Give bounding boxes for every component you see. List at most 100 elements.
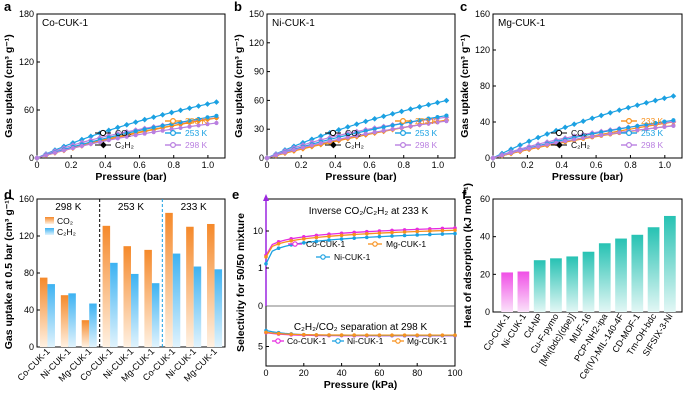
legend-gas-label: C₂H₂ <box>571 140 590 150</box>
series-line-lower <box>265 331 456 336</box>
y-tick-label: 160 <box>475 9 490 19</box>
data-point-C2H2 <box>105 127 112 134</box>
data-point-CO2 <box>435 120 440 125</box>
legend-label: Co-CUK-1 <box>306 239 345 249</box>
data-point-lower <box>402 333 407 337</box>
legend-marker-circle <box>329 129 337 137</box>
y-tick-label: 80 <box>480 81 490 91</box>
data-point-upper <box>377 234 382 239</box>
data-point-CO2 <box>345 135 350 140</box>
data-point-CO2 <box>106 138 111 143</box>
data-point-CO2 <box>309 143 314 148</box>
data-point-C2H2 <box>335 127 342 133</box>
data-point-C2H2 <box>526 138 532 145</box>
data-point-upper <box>302 241 306 245</box>
y-tick-label: 0 <box>258 301 263 311</box>
data-point-C2H2 <box>517 142 523 148</box>
data-point-CO2 <box>390 127 395 132</box>
data-point-CO2 <box>187 124 192 129</box>
panel-c: c 0 0.2 0.4 0.6 0.8 1.0 0 40 80 120 160 Pressure (ba… <box>459 0 683 183</box>
data-point-CO2 <box>88 141 93 147</box>
data-point-CO2 <box>133 133 138 138</box>
bar-heat <box>631 234 644 312</box>
data-point-upper <box>428 232 432 237</box>
data-point-CO2 <box>327 139 332 144</box>
data-point-CO2 <box>115 133 120 138</box>
data-point-CO2 <box>318 141 323 146</box>
bar-co2 <box>102 225 111 347</box>
data-point-C2H2 <box>213 99 220 105</box>
y-tick-label: 160 <box>19 194 34 204</box>
x-tick-label: 0.2 <box>295 160 308 170</box>
data-point-C2H2 <box>425 101 432 108</box>
x-tick-label: 0.4 <box>99 160 112 170</box>
x-tick-label: 0.6 <box>590 160 603 170</box>
data-point-C2H2 <box>318 133 324 139</box>
bar-heat <box>533 260 546 312</box>
x-tick-label: 0.6 <box>363 160 376 170</box>
bar-heat <box>647 227 660 312</box>
data-point-C2H2 <box>344 124 351 130</box>
data-point-C2H2 <box>88 133 94 140</box>
panel-d: d 0 40 80 120 160 Gas uptake at 0.5 bar (cm³ g… <box>3 187 226 383</box>
data-point-C2H2 <box>616 107 623 114</box>
legend-temp-label: 233 K <box>185 116 208 126</box>
x-tick-label: 0 <box>263 368 268 378</box>
data-point-CO2 <box>644 122 649 127</box>
data-point-upper <box>402 230 407 234</box>
data-point-CO2 <box>653 120 658 126</box>
data-point-CO2 <box>635 128 640 133</box>
x-tick-label: 0.2 <box>521 160 534 170</box>
x-tick-label: 80 <box>412 368 422 378</box>
data-point-upper <box>339 237 344 241</box>
y-tick-label: 150 <box>249 9 264 19</box>
legend-label: Ni-CUK-1 <box>347 336 384 346</box>
data-point-CO2 <box>563 138 568 144</box>
data-point-C2H2 <box>416 104 423 110</box>
data-point-lower <box>390 333 394 337</box>
data-point-upper <box>390 230 394 235</box>
data-point-upper <box>302 237 306 241</box>
bar-c2h2 <box>193 266 202 347</box>
data-point-C2H2 <box>589 115 596 122</box>
data-point-C2H2 <box>371 115 378 122</box>
data-point-C2H2 <box>652 97 659 104</box>
data-point-C2H2 <box>580 118 587 125</box>
panel-a: a 0 0.2 0.4 0.6 0.8 1.0 0 60 120 180 Pressure (bar)… <box>3 0 226 183</box>
bar-heat <box>501 272 513 312</box>
legend-temp-label: 298 K <box>185 140 208 150</box>
x-tick-label: 0 <box>490 160 495 170</box>
data-point-lower <box>352 333 357 337</box>
legend-gas-label: C₂H₂ <box>345 140 364 150</box>
data-point-CO2 <box>79 143 84 149</box>
bar-co2 <box>207 223 215 347</box>
series-line-upper <box>265 229 456 258</box>
data-point-CO2 <box>536 144 541 149</box>
legend-gas-label: C₂H₂ <box>115 140 134 150</box>
legend-marker <box>625 142 632 149</box>
data-point-upper <box>276 246 281 251</box>
data-point-CO2 <box>608 131 613 136</box>
data-point-CO2 <box>435 114 440 120</box>
data-point-CO2 <box>187 118 192 123</box>
x-tick-label: 60 <box>374 368 384 378</box>
data-point-CO2 <box>142 131 147 136</box>
legend-swatch-co2 <box>45 217 54 224</box>
data-point-upper <box>453 228 457 233</box>
data-point-lower <box>365 333 369 337</box>
data-point-lower <box>428 333 432 337</box>
data-point-C2H2 <box>643 99 650 106</box>
y-tick-label: 90 <box>254 67 264 77</box>
data-point-CO2 <box>426 116 431 121</box>
data-point-lower <box>276 331 281 336</box>
y-tick-label: 0 <box>485 153 490 163</box>
y-tick-label: 60 <box>254 95 264 105</box>
data-point-CO2 <box>372 126 377 132</box>
data-point-CO2 <box>160 128 165 133</box>
series-line-upper <box>265 227 456 256</box>
bar-c2h2 <box>89 303 97 347</box>
data-point-CO2 <box>572 137 577 142</box>
data-point-C2H2 <box>398 108 405 115</box>
